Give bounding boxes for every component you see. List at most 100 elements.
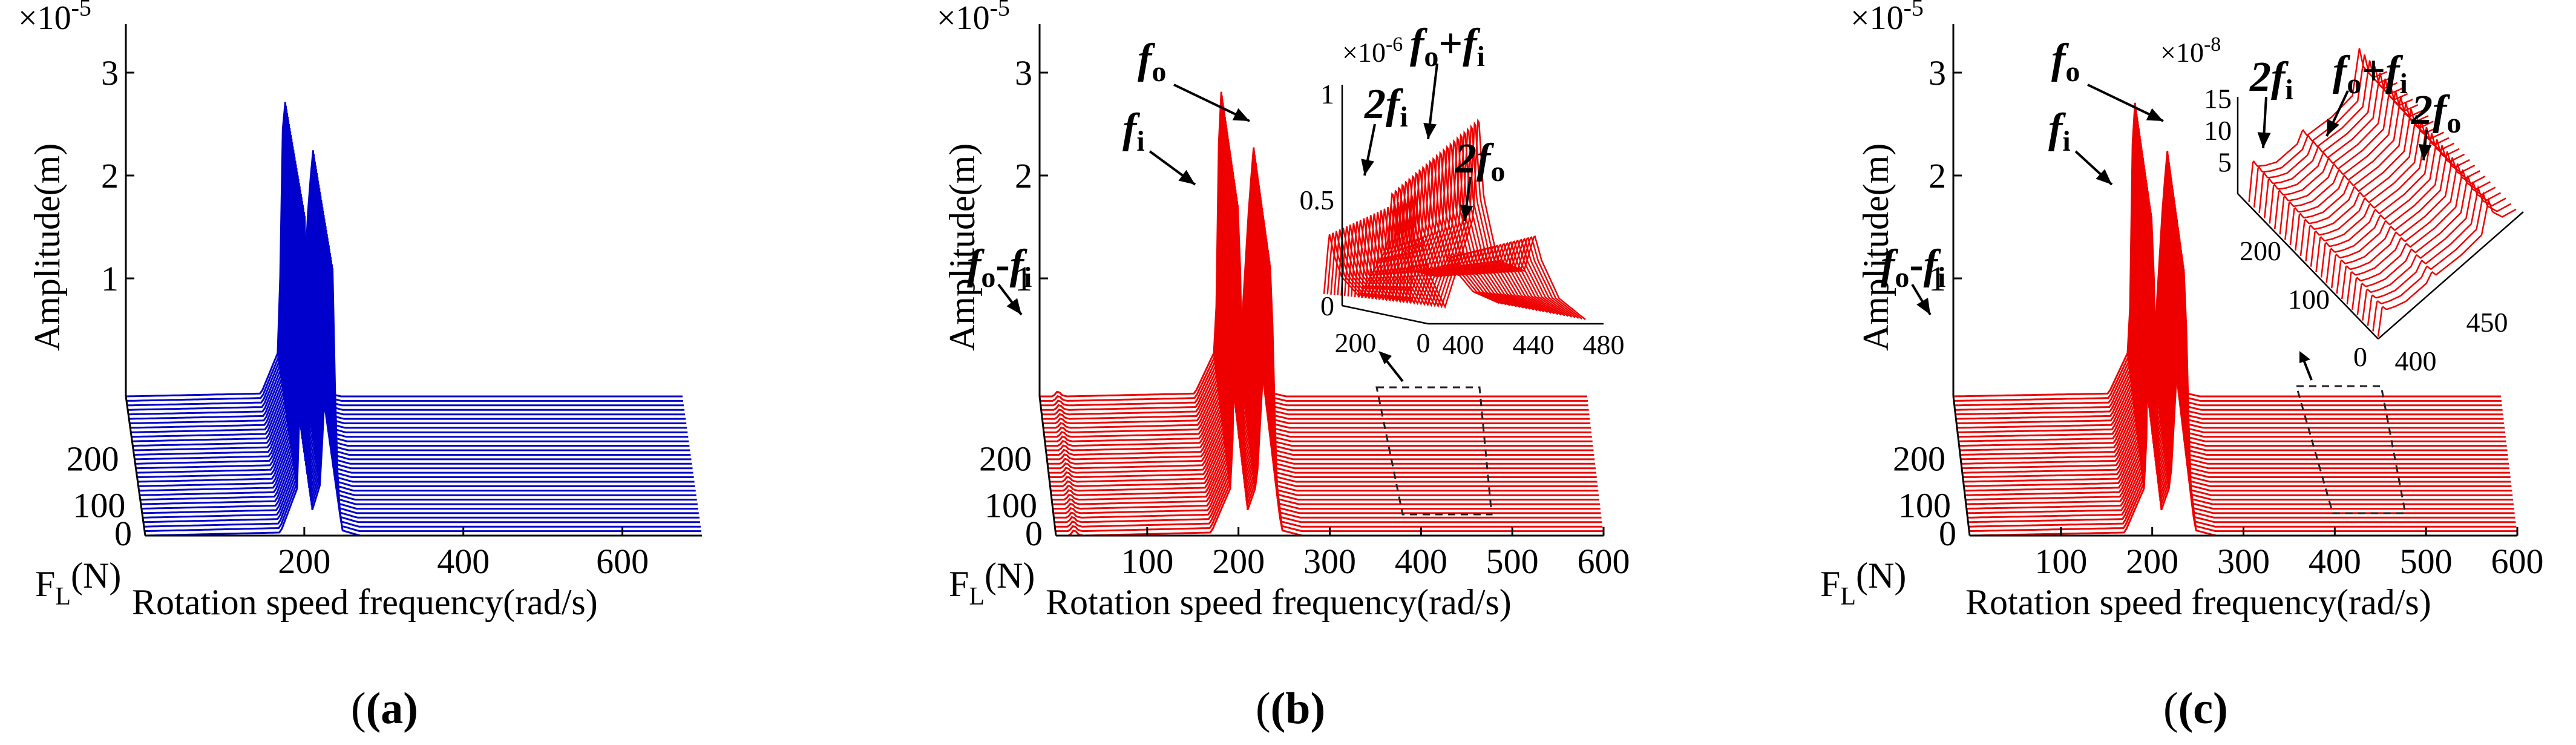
waterfall-series (1040, 99, 1588, 407)
x-tick-label: 100 (2034, 542, 2087, 581)
waterfall-series (1054, 193, 1602, 523)
y-axis-label-b: Amplitude(m) (942, 143, 982, 351)
y-tick-label: 2 (101, 156, 119, 195)
inset-series (2320, 133, 2460, 278)
waterfall-series (1967, 202, 2515, 519)
z-tick-label: 200 (979, 439, 1032, 479)
inset-series (2289, 96, 2429, 246)
annotation-arrow-head (1916, 298, 1930, 315)
z-axis-label-c: FL(N) (1820, 556, 1906, 611)
x-tick-label: 300 (1303, 542, 1356, 581)
inset-series (2336, 151, 2476, 294)
annotation-arrow-head (1178, 169, 1195, 185)
waterfall-series (1962, 165, 2510, 474)
annotation-arrow-head (2096, 169, 2112, 185)
panel-label-a: ((a) (351, 684, 418, 734)
inset-series (1381, 142, 1559, 315)
inset-y-tick-label: 10 (2204, 115, 2232, 146)
inset-series (1388, 136, 1565, 317)
inset-series (2325, 139, 2465, 283)
waterfall-series (145, 215, 702, 537)
inset-z-tick-label: 100 (2288, 284, 2330, 315)
waterfall-series (1965, 187, 2513, 501)
waterfall-series (1953, 106, 2502, 402)
waterfall-series (141, 193, 698, 510)
waterfall-series (136, 164, 693, 474)
waterfall-series (1957, 128, 2505, 429)
waterfall-series (135, 157, 692, 465)
inset-z-axis-b (1342, 304, 1429, 325)
z-axis-b (1038, 396, 1057, 536)
inset-series (2263, 66, 2403, 218)
inset-multiplier-b: ×10-6 (1342, 33, 1403, 68)
waterfall-series (1042, 110, 1590, 420)
waterfall-series (128, 113, 685, 411)
waterfall-series (1054, 189, 1602, 519)
waterfall-series (1052, 175, 1599, 501)
peak-annotation: fo+fi (1410, 21, 1485, 73)
inset-series (1337, 180, 1514, 307)
waterfall-series (143, 208, 701, 528)
waterfall-series (1956, 125, 2505, 424)
z-axis-label-b: FL(N) (949, 556, 1035, 611)
waterfall-series (1961, 154, 2509, 461)
waterfall-series (142, 197, 699, 514)
x-axis-label-c: Rotation speed frequency(rad/s) (1965, 582, 2431, 622)
waterfall-series (1957, 132, 2505, 433)
waterfall-series (1958, 139, 2506, 442)
x-tick-label: 500 (1486, 542, 1539, 581)
waterfall-series (1049, 157, 1597, 478)
waterfall-series (1040, 95, 1588, 402)
waterfall-series (1961, 157, 2509, 465)
inset-series (2295, 102, 2434, 251)
waterfall-series (1044, 124, 1592, 438)
inset-series (1392, 133, 1569, 317)
inset-z-tick-label: 200 (2240, 235, 2281, 266)
waterfall-series (128, 116, 686, 416)
annotation-arrow-head (1361, 159, 1374, 176)
waterfall-series (1963, 172, 2511, 483)
waterfall-series (1964, 179, 2512, 492)
peak-annotation: 2fi (1364, 81, 1408, 133)
y-axis-label-a: Amplitude(m) (27, 143, 67, 351)
inset-series (1333, 183, 1510, 306)
inset-series (1409, 118, 1586, 320)
waterfall-series (125, 102, 683, 398)
waterfall-series (1965, 183, 2513, 496)
waterfall-series (1046, 135, 1594, 451)
x-tick-label: 100 (1121, 542, 1173, 581)
waterfall-series (129, 123, 687, 424)
y-tick-label: 3 (1015, 53, 1032, 93)
peak-annotation: 2fo (2411, 87, 2461, 139)
inset-series (1364, 157, 1541, 312)
inset-series (2253, 54, 2393, 208)
inset-series (1398, 127, 1576, 318)
peak-annotation: fo (2051, 36, 2080, 88)
waterfall-series (1959, 143, 2507, 447)
inset-z-tick-label: 0 (1417, 327, 1431, 358)
waterfall-series (1967, 198, 2515, 514)
z-tick-label: 0 (114, 514, 132, 553)
z-tick-label: 100 (985, 485, 1037, 525)
waterfall-series (143, 205, 700, 523)
waterfall-series (137, 171, 695, 483)
waterfall-series (1960, 150, 2508, 456)
annotation-arrow-head (2327, 119, 2339, 136)
waterfall-series (1047, 142, 1595, 461)
waterfall-series (1050, 164, 1598, 487)
inset-series (2341, 157, 2480, 300)
inset-series (1326, 189, 1504, 305)
inset-series (1357, 162, 1535, 310)
waterfall-series (1046, 139, 1594, 456)
waterfall-series (130, 127, 687, 429)
inset-series (2305, 114, 2445, 261)
zoom-arrow-head-b (1378, 351, 1392, 364)
y-tick-label: 2 (1929, 156, 1946, 195)
annotation-arrow-head (1006, 298, 1021, 315)
x-tick-label: 200 (2126, 542, 2178, 581)
inset-series (2269, 72, 2408, 224)
